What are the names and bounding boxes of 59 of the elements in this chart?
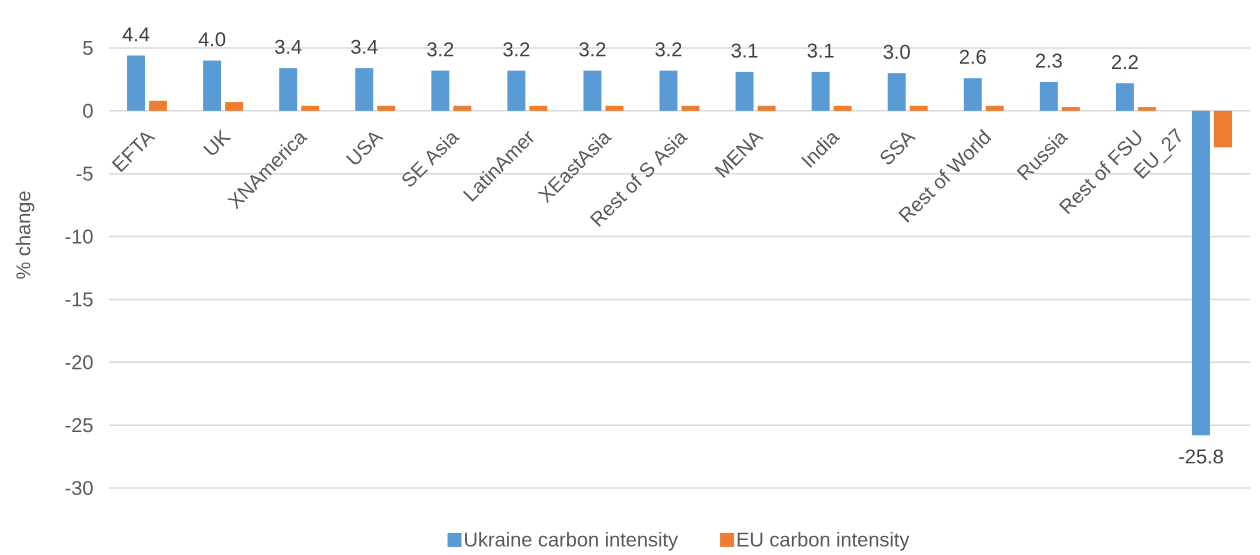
- y-tick-label: -20: [65, 355, 93, 370]
- bar: [279, 68, 298, 111]
- data-label: 3.1: [731, 43, 758, 58]
- y-tick-label: -25: [65, 418, 93, 433]
- data-label: 3.0: [883, 44, 910, 59]
- y-tick-label: -15: [65, 292, 93, 307]
- data-label: 4.0: [198, 32, 226, 47]
- y-tick-label: -5: [76, 166, 93, 181]
- bar: [453, 105, 472, 111]
- data-label: 3.2: [579, 42, 606, 57]
- bar: [149, 100, 168, 111]
- y-tick-label: -10: [65, 229, 93, 244]
- bar: [1191, 110, 1210, 436]
- y-tick-label: 0: [83, 103, 93, 118]
- bar: [225, 102, 244, 111]
- bar: [1061, 107, 1080, 111]
- x-tick-label: USA: [345, 132, 384, 165]
- bar: [887, 73, 906, 111]
- bar: [301, 105, 320, 111]
- bar: [681, 105, 700, 111]
- data-label: 3.1: [807, 43, 834, 58]
- data-label: 2.2: [1112, 55, 1138, 69]
- y-axis-title: % change: [15, 191, 35, 279]
- bar: [1115, 83, 1134, 111]
- bar: [127, 55, 146, 111]
- data-label: 2.3: [1035, 53, 1062, 68]
- bar: [1039, 81, 1058, 111]
- y-tick-label: -30: [65, 480, 93, 496]
- legend-label: Ukraine carbon intensity: [465, 531, 678, 551]
- bar: [985, 105, 1004, 111]
- bar: [811, 71, 830, 111]
- bar: [909, 105, 928, 111]
- bar: [735, 71, 754, 111]
- bar: [377, 105, 396, 111]
- legend-label: EU carbon intensity: [737, 531, 910, 551]
- x-tick-label: SE Asia: [402, 133, 460, 187]
- data-label: -25.8: [1179, 449, 1223, 464]
- data-label: 3.4: [351, 39, 378, 54]
- x-tick-label: SSA: [880, 132, 917, 165]
- bar: [757, 105, 776, 111]
- bar: [1213, 110, 1232, 148]
- data-label: 3.2: [427, 42, 454, 57]
- bar: [605, 105, 624, 111]
- bar: [659, 70, 678, 111]
- bar: [529, 105, 548, 111]
- data-label: 3.2: [503, 42, 530, 57]
- data-label: 3.4: [275, 39, 302, 54]
- bar: [431, 70, 450, 111]
- bar: [507, 70, 526, 111]
- data-label: 4.4: [122, 27, 150, 42]
- bar: [583, 70, 602, 111]
- y-tick-label: 5: [83, 41, 93, 55]
- bar: [833, 105, 852, 111]
- bar: [355, 68, 374, 111]
- data-label: 2.6: [959, 49, 986, 64]
- data-label: 3.2: [655, 42, 682, 57]
- bar: [963, 78, 982, 111]
- bar: [203, 60, 222, 111]
- bar: [1137, 107, 1156, 111]
